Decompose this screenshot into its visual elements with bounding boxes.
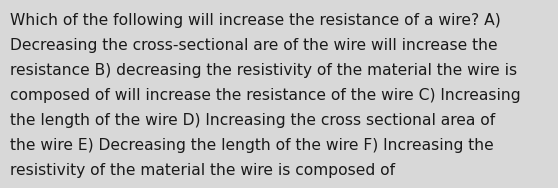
Text: resistance B) decreasing the resistivity of the material the wire is: resistance B) decreasing the resistivity… bbox=[10, 63, 517, 78]
Text: the wire E) Decreasing the length of the wire F) Increasing the: the wire E) Decreasing the length of the… bbox=[10, 138, 494, 153]
Text: Decreasing the cross-sectional are of the wire will increase the: Decreasing the cross-sectional are of th… bbox=[10, 38, 498, 53]
Text: Which of the following will increase the resistance of a wire? A): Which of the following will increase the… bbox=[10, 13, 501, 28]
Text: the length of the wire D) Increasing the cross sectional area of: the length of the wire D) Increasing the… bbox=[10, 113, 496, 128]
Text: composed of will increase the resistance of the wire C) Increasing: composed of will increase the resistance… bbox=[10, 88, 521, 103]
Text: resistivity of the material the wire is composed of: resistivity of the material the wire is … bbox=[10, 163, 395, 178]
